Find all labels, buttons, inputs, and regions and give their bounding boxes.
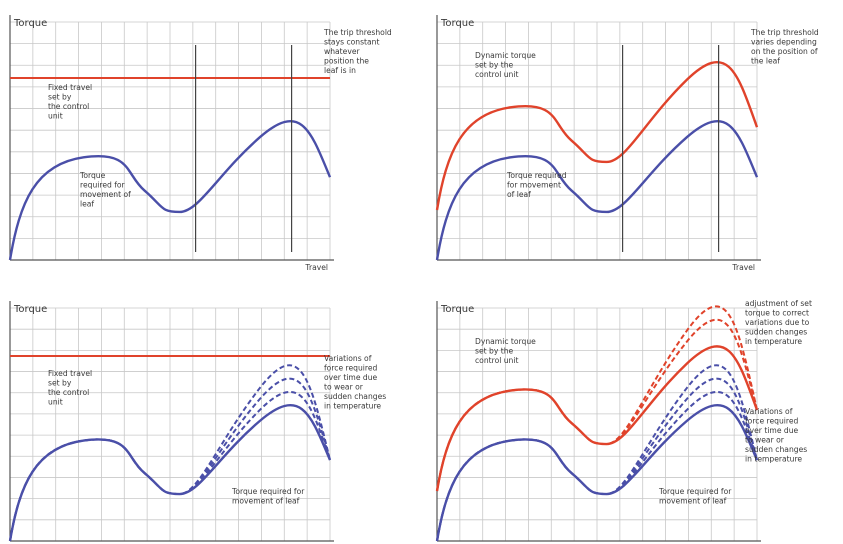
curve-label-line: Torque required for — [658, 487, 732, 496]
top-note-line: variations due to — [745, 318, 810, 327]
threshold-label-line: control unit — [475, 356, 518, 365]
torque-curve — [435, 404, 759, 542]
curve-label-line: leaf — [80, 200, 94, 209]
x-axis-label: Travel — [304, 263, 328, 272]
note-line: leaf is in — [324, 66, 356, 75]
threshold-label-line: unit — [48, 112, 63, 121]
note-line: force required — [324, 364, 378, 373]
curve-label-line: movement of leaf — [232, 497, 300, 506]
threshold-label-line: set by — [48, 93, 72, 102]
y-axis-label: Torque — [440, 18, 474, 29]
threshold-label-line: unit — [48, 398, 63, 407]
note-line: stays constant — [324, 38, 379, 47]
note-line: on the position of — [751, 47, 818, 56]
note-line: to wear or — [745, 436, 785, 445]
note-line: varies depending — [751, 38, 817, 47]
threshold-label-line: set by — [48, 379, 72, 388]
curve-label-line: Torque — [79, 171, 106, 180]
threshold-label-line: set by the — [475, 61, 514, 70]
threshold-label-line: control unit — [475, 70, 518, 79]
note-line: force required — [745, 417, 799, 426]
threshold-label-line: Dynamic torque — [475, 51, 536, 60]
top-note-line: torque to correct — [745, 309, 809, 318]
note-line: in temperature — [324, 402, 381, 411]
note-line: position the — [324, 57, 369, 66]
note-line: over time due — [324, 373, 378, 382]
curve-label-line: of leaf — [507, 190, 531, 199]
note-line: the leaf — [751, 57, 780, 66]
y-axis-label: Torque — [440, 304, 474, 315]
note-line: sudden changes — [324, 392, 386, 401]
top-note-line: sudden changes — [745, 328, 807, 337]
y-axis-label: Torque — [13, 18, 47, 29]
x-axis-label: Travel — [731, 263, 755, 272]
dynamic-threshold-curve — [435, 60, 759, 211]
curve-label-line: required for — [80, 181, 126, 190]
note-line: to wear or — [324, 383, 364, 392]
threshold-label-line: the control — [48, 102, 89, 111]
note-line: whatever — [324, 47, 360, 56]
curve-label-line: Torque required — [506, 171, 567, 180]
threshold-label-line: the control — [48, 388, 89, 397]
curve-label-line: movement of leaf — [659, 497, 727, 506]
top-note-line: in temperature — [745, 337, 802, 346]
note-line: Variations of — [745, 407, 793, 416]
curve-label-line: Torque required for — [231, 487, 305, 496]
y-axis-label: Torque — [13, 304, 47, 315]
note-line: The trip threshold — [750, 28, 819, 37]
threshold-label-line: set by the — [475, 347, 514, 356]
curve-label-line: for movement — [507, 181, 561, 190]
torque-curve — [8, 404, 332, 542]
threshold-label-line: Fixed travel — [48, 369, 92, 378]
dynamic-threshold-curve — [435, 345, 759, 492]
torque-curve — [435, 120, 759, 261]
threshold-label-line: Dynamic torque — [475, 337, 536, 346]
note-line: in temperature — [745, 455, 802, 464]
note-line: over time due — [745, 426, 799, 435]
top-note-line: adjustment of set — [745, 299, 812, 308]
torque-curve — [8, 120, 332, 261]
note-line: Variations of — [324, 354, 372, 363]
threshold-label-line: Fixed travel — [48, 83, 92, 92]
curve-label-line: movement of — [80, 190, 131, 199]
note-line: The trip threshold — [323, 28, 392, 37]
note-line: sudden changes — [745, 445, 807, 454]
